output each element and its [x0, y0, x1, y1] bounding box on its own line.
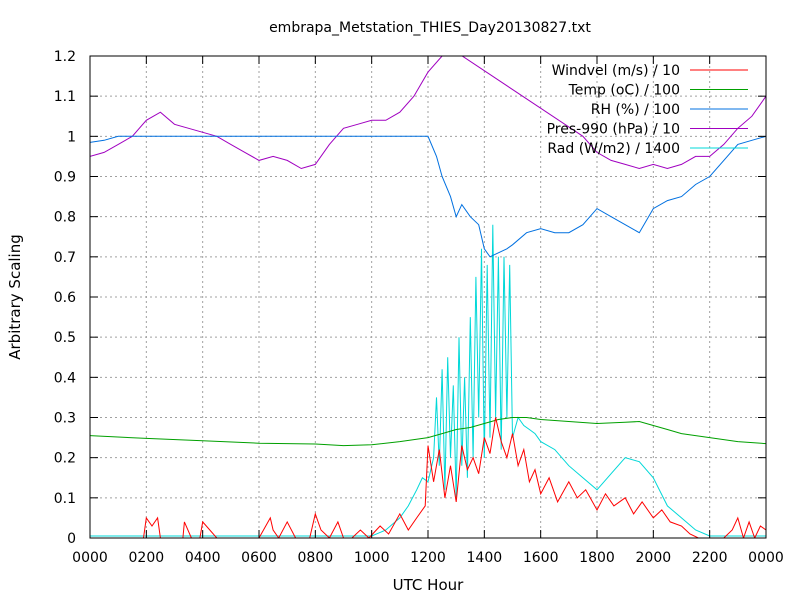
- series-line-1: [90, 417, 766, 447]
- y-axis-label: Arbitrary Scaling: [6, 234, 24, 360]
- y-tick-label: 0.6: [54, 290, 76, 306]
- x-tick-label: 1800: [579, 550, 615, 566]
- x-tick-label: 0600: [241, 550, 277, 566]
- series-line-0: [90, 417, 766, 538]
- x-tick-label: 2000: [636, 550, 672, 566]
- y-tick-label: 1.1: [54, 89, 76, 105]
- y-tick-label: 0.2: [54, 451, 76, 467]
- axis-ticks: 0 0.1 0.2 0.3 0.4 0.5 0.6 0.7 0.8 0.9 1 1.1 1.2 0000 0…: [54, 49, 784, 566]
- y-tick-label: 0.8: [54, 210, 76, 226]
- y-tick-label: 0.5: [54, 330, 76, 346]
- y-tick-label: 0.1: [54, 491, 76, 507]
- chart-title: embrapa_Metstation_THIES_Day20130827.txt: [269, 20, 591, 36]
- y-tick-label: 0.3: [54, 411, 76, 427]
- x-tick-label: 1000: [354, 550, 390, 566]
- x-tick-label: 0000: [748, 550, 784, 566]
- y-tick-label: 1.2: [54, 49, 76, 65]
- legend-label: Temp (oC) / 100: [568, 83, 680, 99]
- x-tick-label: 0200: [129, 550, 165, 566]
- x-tick-label: 1400: [467, 550, 503, 566]
- y-tick-label: 0.4: [54, 370, 76, 386]
- x-tick-label: 0400: [185, 550, 221, 566]
- series-line-3: [90, 56, 766, 170]
- legend-label: RH (%) / 100: [591, 102, 680, 118]
- y-tick-label: 0.7: [54, 250, 76, 266]
- legend: Windvel (m/s) / 10 Temp (oC) / 100 RH (%) …: [547, 63, 748, 157]
- y-tick-label: 0.9: [54, 170, 76, 186]
- legend-label: Rad (W/m2) / 1400: [547, 141, 680, 157]
- legend-label: Pres-990 (hPa) / 10: [547, 122, 680, 138]
- y-tick-label: 1: [67, 129, 76, 145]
- x-tick-label: 1200: [410, 550, 446, 566]
- x-tick-label: 0800: [298, 550, 334, 566]
- x-tick-label: 2200: [692, 550, 728, 566]
- x-tick-label: 0000: [72, 550, 108, 566]
- x-tick-label: 1600: [523, 550, 559, 566]
- legend-label: Windvel (m/s) / 10: [552, 63, 680, 79]
- series-line-2: [90, 135, 766, 258]
- series-layer: [90, 56, 766, 538]
- series-line-4: [90, 224, 766, 537]
- y-tick-label: 0: [67, 531, 76, 547]
- x-axis-label: UTC Hour: [393, 576, 464, 594]
